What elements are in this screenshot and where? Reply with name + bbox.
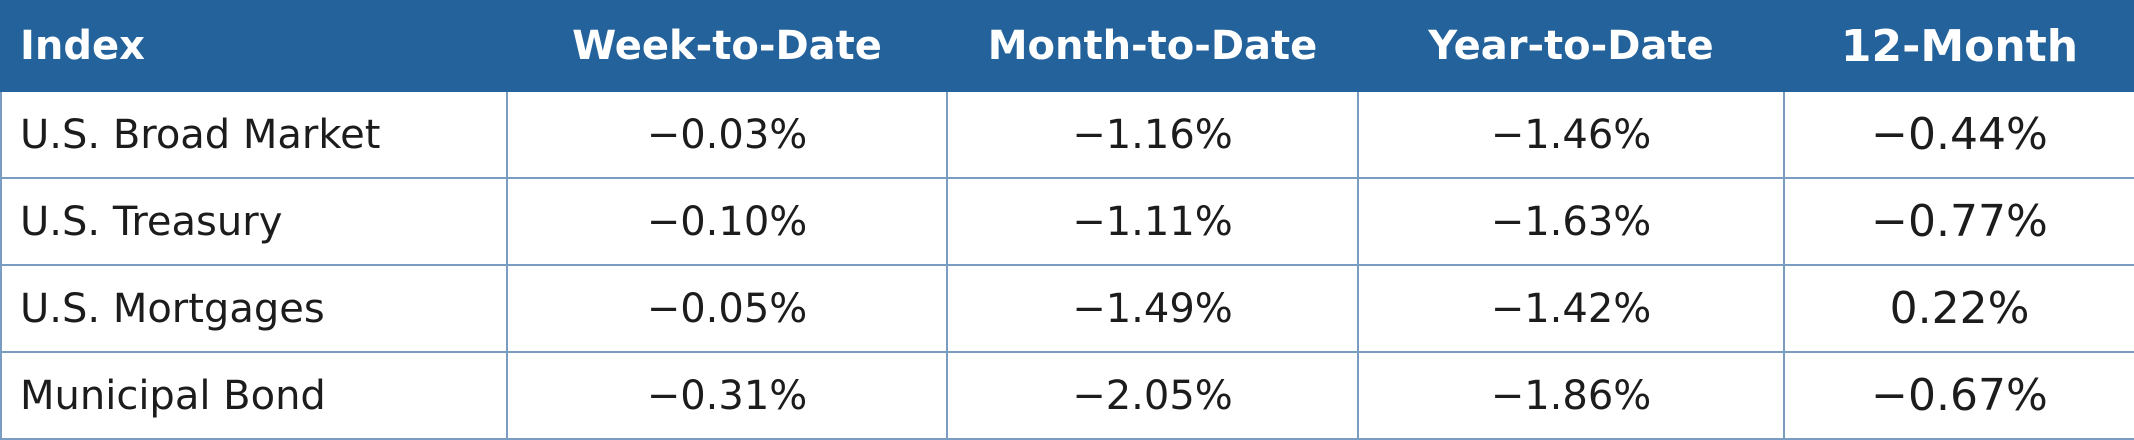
value-cell: −1.49% — [946, 264, 1359, 353]
value-cell: −0.77% — [1783, 177, 2134, 266]
value-cell: −0.31% — [506, 351, 948, 440]
value-cell: −0.44% — [1783, 90, 2134, 179]
header-cell: Year-to-Date — [1357, 0, 1785, 92]
value-cell: −1.86% — [1357, 351, 1785, 440]
row-label: Municipal Bond — [0, 351, 508, 440]
table-body: U.S. Broad Market −0.03% −1.16% −1.46% −0.44… — [0, 90, 2134, 440]
table-head: Index Week-to-Date Month-to-Date Year-to-Da… — [0, 0, 2134, 92]
header-cell: 12-Month — [1783, 0, 2134, 92]
table-row: U.S. Mortgages −0.05% −1.49% −1.42% 0.22% — [0, 264, 2134, 353]
value-cell: −0.67% — [1783, 351, 2134, 440]
table-row: U.S. Treasury −0.10% −1.11% −1.63% −0.77% — [0, 177, 2134, 266]
header-row: Index Week-to-Date Month-to-Date Year-to-Da… — [0, 0, 2134, 92]
value-cell: −0.03% — [506, 90, 948, 179]
value-cell: −1.16% — [946, 90, 1359, 179]
value-cell: −2.05% — [946, 351, 1359, 440]
table-row: Municipal Bond −0.31% −2.05% −1.86% −0.67% — [0, 351, 2134, 440]
value-cell: −0.05% — [506, 264, 948, 353]
value-cell: −1.46% — [1357, 90, 1785, 179]
header-cell: Index — [0, 0, 508, 92]
value-cell: 0.22% — [1783, 264, 2134, 353]
row-label: U.S. Mortgages — [0, 264, 508, 353]
header-cell: Month-to-Date — [946, 0, 1359, 92]
value-cell: −1.63% — [1357, 177, 1785, 266]
header-cell: Week-to-Date — [506, 0, 948, 92]
table-row: U.S. Broad Market −0.03% −1.16% −1.46% −0.44… — [0, 90, 2134, 179]
row-label: U.S. Broad Market — [0, 90, 508, 179]
value-cell: −1.42% — [1357, 264, 1785, 353]
value-cell: −1.11% — [946, 177, 1359, 266]
row-label: U.S. Treasury — [0, 177, 508, 266]
value-cell: −0.10% — [506, 177, 948, 266]
